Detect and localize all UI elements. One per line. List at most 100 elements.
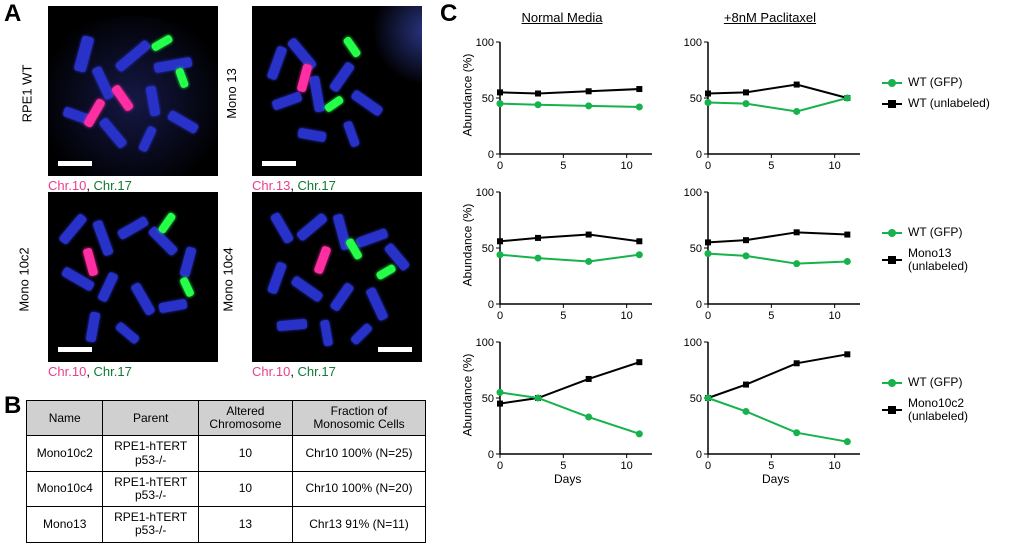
svg-text:0: 0 [497, 310, 503, 322]
micro-label-mono10c4: Mono 10c4 [221, 247, 236, 311]
table-cell: RPE1-hTERTp53-/- [103, 436, 198, 471]
chrB: Chr.17 [298, 178, 336, 193]
svg-text:0: 0 [696, 449, 702, 461]
svg-text:0: 0 [696, 149, 702, 161]
table-row: Mono10c4RPE1-hTERTp53-/-10Chr10 100% (N=… [27, 471, 426, 506]
table-cell: RPE1-hTERTp53-/- [103, 507, 198, 542]
chart-legend: WT (GFP) Mono13(unlabeled) [878, 182, 1014, 332]
svg-text:10: 10 [621, 160, 633, 172]
svg-text:10: 10 [829, 160, 841, 172]
legend-item: Mono10c2(unlabeled) [882, 397, 1014, 423]
table-cell: Mono13 [27, 507, 103, 542]
micro-label-mono13: Mono 13 [224, 68, 239, 119]
chart-grid: Normal Media +8nM Paclitaxel Abundance (… [462, 4, 1008, 482]
legend-label: Mono13(unlabeled) [908, 247, 968, 273]
svg-text:50: 50 [690, 393, 702, 405]
legend-label: WT (unlabeled) [908, 97, 990, 110]
table-header-cell: Fraction ofMonosomic Cells [293, 401, 426, 436]
table-cell: Mono10c2 [27, 436, 103, 471]
chr-label-rpe1wt: Chr.10, Chr.17 [48, 178, 218, 193]
panel-a-label: A [4, 0, 21, 28]
col-head-normal: Normal Media [462, 4, 662, 32]
table-header-cell: Name [27, 401, 103, 436]
chart-legend: WT (GFP) Mono10c2(unlabeled) [878, 332, 1014, 482]
svg-text:50: 50 [482, 93, 494, 105]
svg-text:10: 10 [621, 310, 633, 322]
col-head-pac: +8nM Paclitaxel [670, 4, 870, 32]
table-header-cell: AlteredChromosome [198, 401, 292, 436]
chr-label-mono13: Chr.13, Chr.17 [252, 178, 422, 193]
table-b: NameParentAlteredChromosomeFraction ofMo… [26, 400, 426, 543]
y-axis-label: Abundance (%) [460, 354, 474, 437]
line-chart: 0 50 100 0 5 10 [670, 182, 870, 332]
line-chart: 0501000510Days [670, 332, 870, 482]
svg-text:5: 5 [560, 160, 566, 172]
chr-label-mono10c4: Chr.10, Chr.17 [252, 364, 422, 379]
table-row: Mono10c2RPE1-hTERTp53-/-10Chr10 100% (N=… [27, 436, 426, 471]
svg-text:0: 0 [696, 299, 702, 311]
micrograph-mono10c4 [252, 192, 422, 362]
svg-text:10: 10 [829, 460, 841, 472]
micrograph-mono13 [252, 6, 422, 176]
panel-c: Normal Media +8nM Paclitaxel Abundance (… [462, 4, 1008, 482]
svg-text:0: 0 [488, 299, 494, 311]
y-axis-label: Abundance (%) [460, 204, 474, 287]
micrograph-grid: RPE1 WT Chr.10, Chr.17 [48, 6, 416, 362]
table-cell: Chr10 100% (N=20) [293, 471, 426, 506]
table-cell: RPE1-hTERTp53-/- [103, 471, 198, 506]
svg-text:5: 5 [768, 310, 774, 322]
legend-label: WT (GFP) [908, 76, 962, 89]
legend-label: WT (GFP) [908, 376, 962, 389]
x-axis-label: Days [762, 472, 789, 486]
svg-text:50: 50 [690, 93, 702, 105]
chrB: Chr.17 [94, 364, 132, 379]
legend-item: Mono13(unlabeled) [882, 247, 1014, 273]
svg-text:50: 50 [690, 243, 702, 255]
svg-text:0: 0 [488, 449, 494, 461]
svg-text:5: 5 [560, 310, 566, 322]
legend-label: WT (GFP) [908, 226, 962, 239]
table-cell: Chr10 100% (N=25) [293, 436, 426, 471]
line-chart: Abundance (%)0501000510Days [462, 332, 662, 482]
table-row: Mono13RPE1-hTERTp53-/-13Chr13 91% (N=11) [27, 507, 426, 542]
micro-label-rpe1wt: RPE1 WT [19, 65, 34, 123]
line-chart: Abundance (%)0501000510 [462, 32, 662, 182]
svg-text:50: 50 [482, 243, 494, 255]
table-cell: 10 [198, 436, 292, 471]
chrA: Chr.13 [252, 178, 290, 193]
legend-item: WT (GFP) [882, 376, 1014, 389]
legend-item: WT (unlabeled) [882, 97, 1014, 110]
svg-text:0: 0 [488, 149, 494, 161]
svg-text:0: 0 [705, 160, 711, 172]
panel-a: RPE1 WT Chr.10, Chr.17 [26, 6, 416, 362]
table-cell: Chr13 91% (N=11) [293, 507, 426, 542]
line-chart: 0 50 100 0 5 10 [670, 32, 870, 182]
svg-text:100: 100 [684, 187, 702, 199]
svg-text:0: 0 [497, 160, 503, 172]
legend-label: Mono10c2(unlabeled) [908, 397, 968, 423]
svg-text:100: 100 [476, 187, 494, 199]
table-body: Mono10c2RPE1-hTERTp53-/-10Chr10 100% (N=… [27, 436, 426, 542]
svg-text:100: 100 [684, 337, 702, 349]
svg-text:5: 5 [560, 460, 566, 472]
svg-text:0: 0 [497, 460, 503, 472]
svg-text:100: 100 [684, 37, 702, 49]
chrB: Chr.17 [298, 364, 336, 379]
table-cell: Mono10c4 [27, 471, 103, 506]
legend-item: WT (GFP) [882, 76, 1014, 89]
chrA: Chr.10 [252, 364, 290, 379]
micrograph-rpe1wt [48, 6, 218, 176]
legend-item: WT (GFP) [882, 226, 1014, 239]
line-chart: Abundance (%) 0 50 100 0 5 10 [462, 182, 662, 332]
svg-text:0: 0 [705, 460, 711, 472]
panel-b: NameParentAlteredChromosomeFraction ofMo… [26, 400, 426, 543]
chart-legend: WT (GFP) WT (unlabeled) [878, 32, 1014, 182]
svg-text:10: 10 [829, 310, 841, 322]
svg-text:0: 0 [705, 310, 711, 322]
svg-text:100: 100 [476, 37, 494, 49]
x-axis-label: Days [554, 472, 581, 486]
table-header-row: NameParentAlteredChromosomeFraction ofMo… [27, 401, 426, 436]
table-cell: 10 [198, 471, 292, 506]
chrA: Chr.10 [48, 178, 86, 193]
svg-text:5: 5 [768, 160, 774, 172]
